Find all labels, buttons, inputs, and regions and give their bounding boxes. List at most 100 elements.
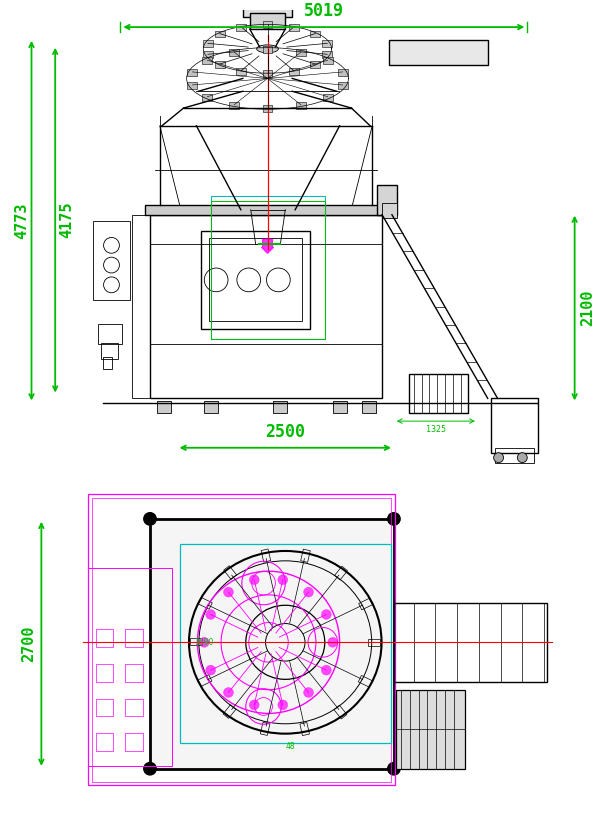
Circle shape bbox=[143, 761, 157, 776]
Bar bbox=[211, 196, 325, 339]
Bar bbox=[334, 566, 347, 580]
Bar bbox=[95, 629, 113, 648]
Ellipse shape bbox=[257, 45, 278, 53]
Circle shape bbox=[278, 700, 288, 710]
Circle shape bbox=[493, 453, 503, 463]
Bar bbox=[338, 82, 347, 89]
Bar bbox=[190, 639, 202, 645]
Bar bbox=[262, 46, 272, 53]
Circle shape bbox=[387, 512, 401, 526]
Bar bbox=[236, 24, 246, 31]
Bar bbox=[382, 203, 397, 218]
Circle shape bbox=[322, 665, 331, 675]
Bar bbox=[274, 401, 287, 413]
Bar bbox=[491, 398, 538, 453]
Bar bbox=[338, 69, 347, 76]
Text: 2500: 2500 bbox=[265, 423, 306, 441]
Bar bbox=[296, 101, 306, 109]
Bar bbox=[289, 68, 299, 75]
Bar bbox=[211, 201, 325, 339]
Bar bbox=[203, 51, 213, 59]
Bar bbox=[323, 57, 333, 64]
Circle shape bbox=[304, 587, 314, 597]
Bar bbox=[88, 494, 395, 785]
Bar bbox=[98, 324, 123, 344]
Bar bbox=[495, 448, 534, 463]
Text: 1690: 1690 bbox=[195, 638, 214, 647]
Bar bbox=[215, 31, 225, 37]
Circle shape bbox=[200, 638, 209, 648]
Circle shape bbox=[322, 610, 331, 620]
Circle shape bbox=[143, 512, 157, 526]
Circle shape bbox=[304, 687, 314, 697]
Circle shape bbox=[517, 453, 527, 463]
Bar bbox=[202, 94, 213, 101]
Bar bbox=[236, 68, 246, 75]
Circle shape bbox=[249, 700, 259, 710]
Bar bbox=[229, 50, 239, 56]
Bar bbox=[334, 705, 347, 719]
Bar bbox=[300, 723, 309, 736]
Bar bbox=[125, 629, 143, 648]
Bar bbox=[150, 519, 394, 769]
Bar bbox=[125, 733, 143, 751]
Bar bbox=[289, 24, 299, 31]
Bar bbox=[145, 205, 392, 214]
Bar bbox=[203, 40, 213, 47]
Bar bbox=[103, 357, 113, 369]
Bar bbox=[261, 723, 270, 735]
Bar bbox=[88, 568, 172, 766]
Bar bbox=[362, 401, 376, 413]
Bar bbox=[224, 566, 237, 579]
Bar bbox=[93, 220, 130, 299]
Bar bbox=[125, 664, 143, 681]
Bar bbox=[180, 544, 391, 743]
Bar bbox=[262, 21, 272, 28]
Bar bbox=[100, 343, 118, 359]
Bar bbox=[396, 690, 465, 769]
Circle shape bbox=[278, 575, 288, 585]
Bar bbox=[359, 676, 372, 687]
Bar bbox=[322, 51, 332, 59]
Bar bbox=[262, 105, 272, 111]
Bar bbox=[261, 549, 270, 562]
Circle shape bbox=[249, 575, 259, 585]
Bar bbox=[322, 40, 332, 47]
Bar bbox=[310, 31, 320, 37]
Bar bbox=[323, 94, 333, 101]
Bar bbox=[229, 101, 239, 109]
Bar bbox=[198, 597, 213, 609]
Bar bbox=[262, 70, 272, 78]
Text: 4773: 4773 bbox=[14, 202, 29, 239]
Circle shape bbox=[224, 687, 233, 697]
Text: 5019: 5019 bbox=[304, 2, 344, 20]
Bar bbox=[157, 401, 171, 413]
Bar bbox=[333, 401, 347, 413]
Bar bbox=[389, 40, 488, 64]
Circle shape bbox=[224, 587, 233, 597]
Bar bbox=[249, 13, 285, 29]
Bar bbox=[223, 705, 236, 719]
Bar bbox=[215, 61, 225, 68]
Bar bbox=[209, 238, 302, 322]
Bar bbox=[150, 214, 382, 398]
Text: 1325: 1325 bbox=[426, 425, 446, 434]
Bar bbox=[301, 549, 310, 563]
Bar bbox=[202, 57, 213, 64]
Bar bbox=[95, 699, 113, 716]
Bar bbox=[95, 664, 113, 681]
Bar bbox=[377, 185, 397, 214]
Bar bbox=[296, 50, 306, 56]
Bar bbox=[310, 61, 320, 68]
Text: 4175: 4175 bbox=[60, 202, 75, 238]
Circle shape bbox=[328, 638, 338, 648]
Bar bbox=[368, 639, 380, 646]
FancyArrow shape bbox=[262, 239, 274, 253]
Bar bbox=[95, 733, 113, 751]
Bar bbox=[92, 498, 391, 781]
Bar bbox=[201, 230, 310, 329]
Bar bbox=[187, 82, 197, 89]
Circle shape bbox=[206, 665, 216, 675]
Bar bbox=[125, 699, 143, 716]
Bar bbox=[205, 401, 218, 413]
